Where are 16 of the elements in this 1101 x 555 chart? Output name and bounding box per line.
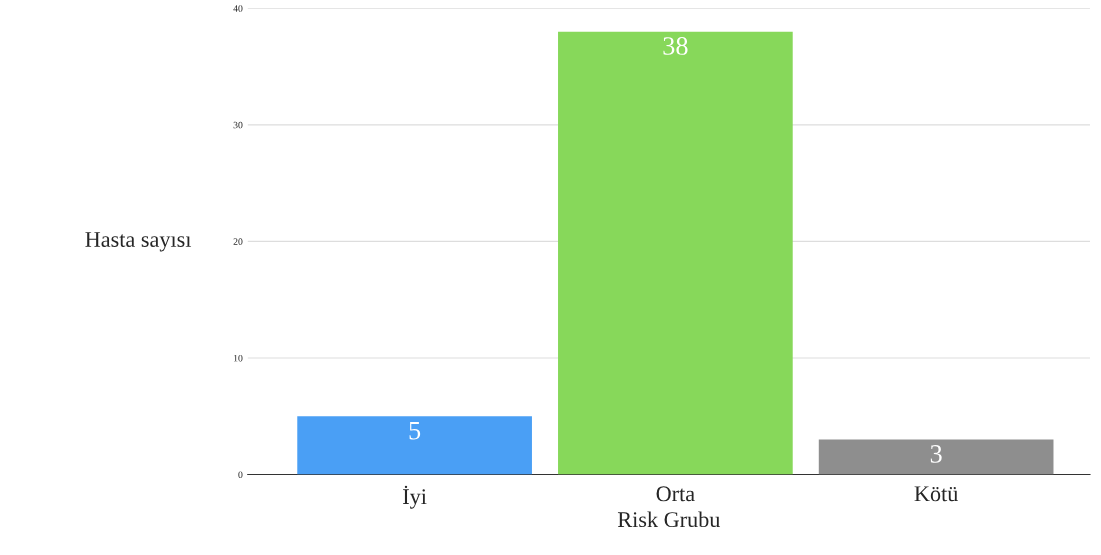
y-tick-label: 40 — [233, 5, 243, 12]
x-tick-label: Orta — [656, 486, 695, 502]
x-tick-label: İyi — [403, 485, 427, 509]
y-axis-title: Hasta sayısı — [85, 232, 192, 252]
y-tick-label: 10 — [234, 354, 243, 362]
x-tick-label: Kötü — [914, 486, 958, 502]
y-tick-label: 20 — [233, 238, 243, 245]
y-tick-label: 30 — [233, 121, 243, 129]
y-tick-label: 0 — [238, 471, 243, 478]
bar — [558, 31, 793, 475]
data-label: 3 — [930, 445, 942, 463]
data-label: 5 — [409, 421, 421, 440]
x-axis-title: Risk Grubu — [617, 511, 721, 528]
data-label: 38 — [663, 37, 688, 55]
bar — [818, 439, 1054, 475]
bar — [297, 416, 532, 475]
